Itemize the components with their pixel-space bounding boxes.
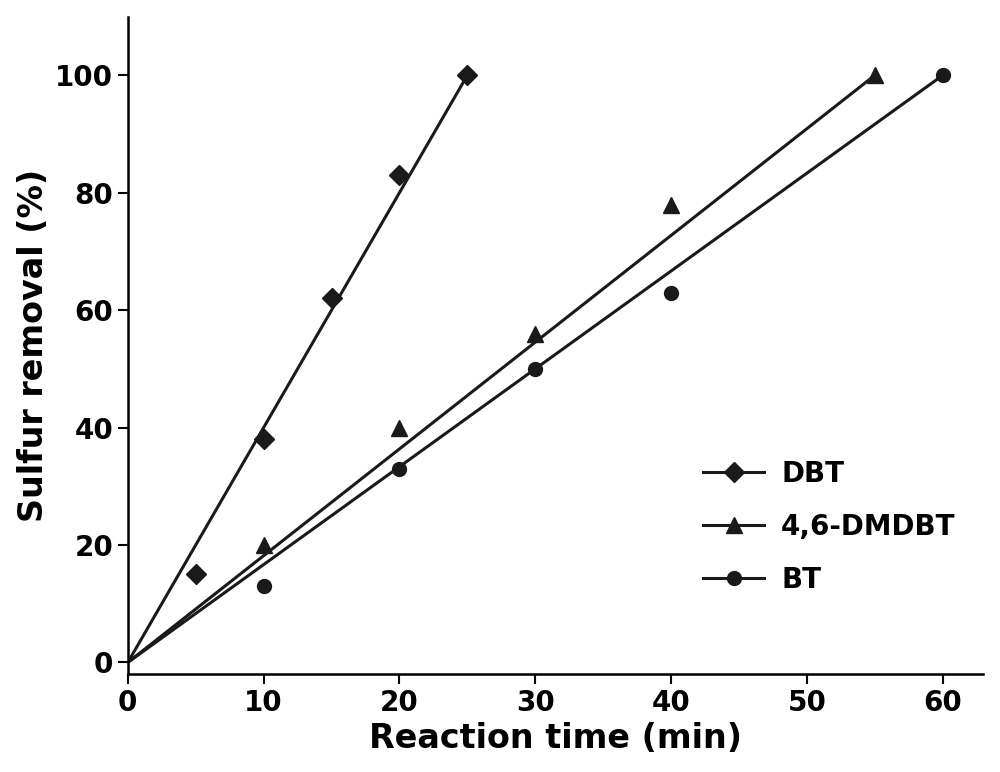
X-axis label: Reaction time (min): Reaction time (min) — [369, 723, 742, 755]
Y-axis label: Sulfur removal (%): Sulfur removal (%) — [17, 169, 50, 522]
Legend: DBT, 4,6-DMDBT, BT: DBT, 4,6-DMDBT, BT — [689, 446, 969, 608]
